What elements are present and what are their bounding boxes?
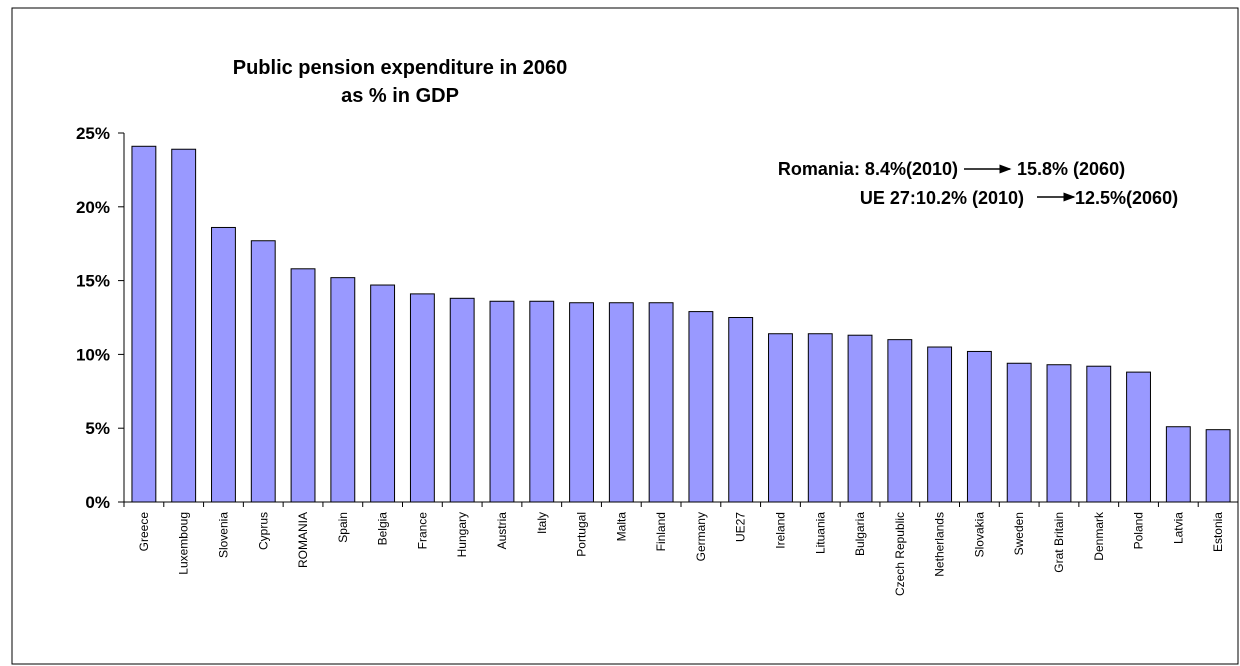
x-tick-label: Germany [694,512,708,561]
x-tick-label: Estonia [1211,512,1225,552]
bar [768,333,793,503]
x-tick-label: Sweden [1012,512,1026,555]
x-tick-label: Denmark [1092,511,1106,561]
bar [608,302,634,503]
y-tick-label: 0% [85,493,110,512]
x-tick-label: Slovenia [216,512,230,558]
x-tick-label: Latvia [1171,512,1185,544]
bar [449,297,475,503]
bar [250,240,276,503]
annotation: 12.5%(2060) [1075,188,1178,208]
bar [688,311,714,503]
y-tick-label: 10% [76,345,110,364]
bar [290,268,316,503]
annotation: 15.8% (2060) [1017,159,1125,179]
x-tick-label: Austria [495,512,509,550]
bar [171,148,197,503]
bar [409,293,435,503]
x-tick-label: Finland [654,512,668,551]
x-tick-label: Luxemboug [177,512,191,575]
bar [131,145,157,503]
bar [648,302,674,503]
x-tick-label: Poland [1132,512,1146,549]
x-tick-label: Lituania [813,512,827,554]
bar [1006,362,1032,503]
x-tick-label: Belgia [376,512,390,546]
bar [1205,429,1231,503]
x-tick-label: Czech Republic [893,512,907,596]
x-tick-label: Ireland [773,512,787,549]
x-tick-label: UE27 [734,512,748,542]
x-tick-label: Hungary [455,512,469,557]
x-tick-label: Slovakia [972,512,986,558]
bar [489,300,515,503]
bar [807,333,833,503]
x-tick-label: France [415,512,429,550]
x-tick-label: Grat Britain [1052,512,1066,573]
bar [569,302,594,503]
y-tick-label: 5% [85,419,110,438]
x-tick-label: Malta [614,512,628,542]
bar [370,284,396,503]
bar [1086,365,1112,503]
y-tick-label: 20% [76,198,110,217]
bar [966,350,992,503]
bar [211,226,236,503]
bar [1126,371,1151,503]
bar [1165,426,1191,503]
x-tick-label: ROMANIA [296,512,310,568]
annotation: UE 27:10.2% (2010) [860,188,1024,208]
chart-title: as % in GDP [341,85,459,107]
x-tick-label: Italy [535,512,549,534]
x-tick-label: Netherlands [933,512,947,577]
bar [529,300,555,503]
x-tick-label: Cyprus [256,512,270,550]
chart-title: Public pension expenditure in 2060 [233,57,568,79]
bar [1046,364,1072,503]
annotation: Romania: 8.4%(2010) [778,159,958,179]
bar [887,339,913,503]
y-tick-label: 15% [76,272,110,291]
x-tick-label: Portugal [575,512,589,557]
bar [330,277,356,503]
x-tick-label: Spain [336,512,350,543]
x-tick-label: Bulgaria [853,512,867,556]
bar [927,346,953,503]
bar [728,317,754,503]
y-tick-label: 25% [76,124,110,143]
bar [847,334,873,503]
x-tick-label: Greece [137,512,151,552]
